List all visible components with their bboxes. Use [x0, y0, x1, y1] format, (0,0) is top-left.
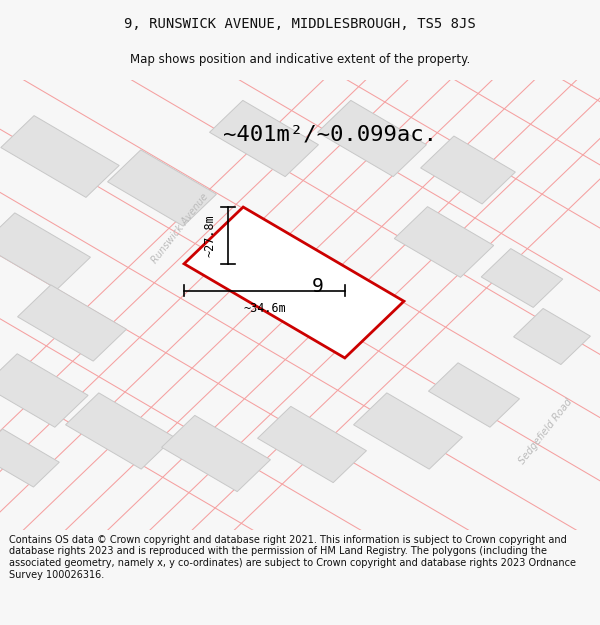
Text: 9, RUNSWICK AVENUE, MIDDLESBROUGH, TS5 8JS: 9, RUNSWICK AVENUE, MIDDLESBROUGH, TS5 8… — [124, 17, 476, 31]
Polygon shape — [161, 416, 271, 492]
Polygon shape — [514, 309, 590, 364]
Polygon shape — [65, 393, 175, 469]
Polygon shape — [184, 207, 404, 358]
Polygon shape — [428, 362, 520, 428]
Polygon shape — [481, 249, 563, 308]
Polygon shape — [107, 150, 217, 226]
Polygon shape — [209, 101, 319, 177]
Polygon shape — [421, 136, 515, 204]
Text: ~401m²/~0.099ac.: ~401m²/~0.099ac. — [223, 124, 437, 144]
Text: ~34.6m: ~34.6m — [243, 302, 286, 315]
Text: Sedgefield Road: Sedgefield Road — [517, 396, 575, 466]
Polygon shape — [17, 285, 127, 361]
Polygon shape — [317, 101, 427, 177]
Polygon shape — [353, 393, 463, 469]
Text: Map shows position and indicative extent of the property.: Map shows position and indicative extent… — [130, 54, 470, 66]
Text: Runswick Avenue: Runswick Avenue — [150, 192, 210, 266]
Polygon shape — [0, 354, 88, 428]
Text: 9: 9 — [312, 278, 324, 296]
Polygon shape — [394, 207, 494, 278]
Text: ~27.8m: ~27.8m — [203, 214, 216, 257]
Text: Contains OS data © Crown copyright and database right 2021. This information is : Contains OS data © Crown copyright and d… — [9, 535, 576, 580]
Polygon shape — [257, 406, 367, 482]
Polygon shape — [1, 116, 119, 198]
Polygon shape — [0, 429, 59, 487]
Polygon shape — [0, 213, 91, 289]
